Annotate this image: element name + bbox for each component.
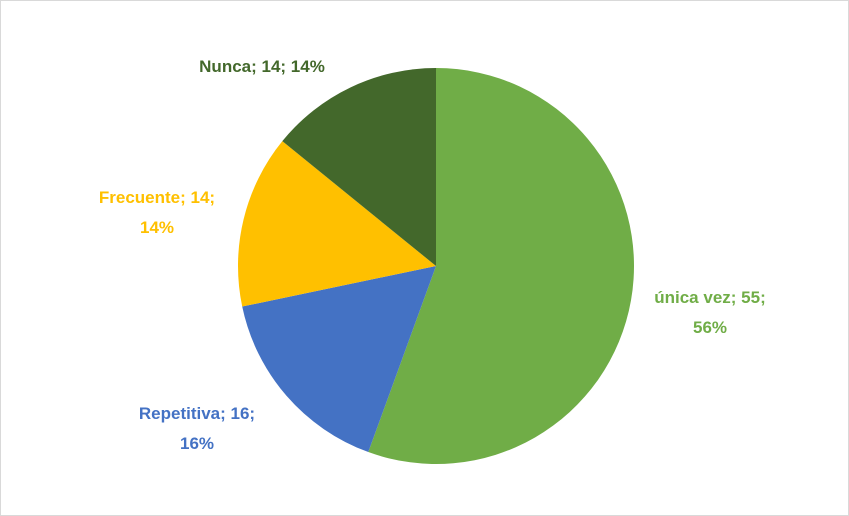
pie-slice	[238, 141, 436, 307]
data-label: Frecuente; 14; 14%	[82, 183, 232, 243]
data-label: Repetitiva; 16; 16%	[122, 399, 272, 459]
label-value: ; 14; 14%	[251, 57, 325, 76]
label-category: única vez	[654, 288, 731, 307]
label-category: Frecuente	[98, 188, 181, 207]
label-value: ; 16; 16%	[179, 404, 256, 453]
pie-slice	[282, 67, 436, 266]
pie-slice	[242, 266, 436, 453]
label-value: ; 14; 14%	[139, 188, 216, 237]
label-value: ; 55; 56%	[692, 288, 766, 337]
pie-slice	[368, 68, 634, 464]
label-category: Nunca	[199, 57, 252, 76]
data-label: Nunca; 14; 14%	[162, 52, 362, 82]
label-category: Repetitiva	[138, 404, 221, 423]
data-label: única vez; 55; 56%	[635, 283, 785, 343]
